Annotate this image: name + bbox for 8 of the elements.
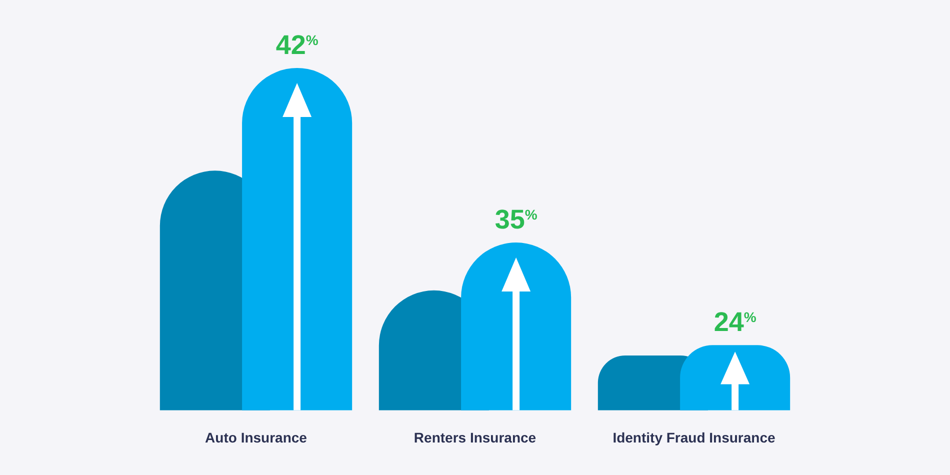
bar: [680, 345, 790, 410]
annotation: 35%: [494, 204, 538, 235]
annotation: 24%: [714, 307, 757, 338]
x-tick-label: Renters Insurance: [414, 429, 536, 446]
x-tick-label: Auto Insurance: [205, 429, 308, 446]
text: 42%: [276, 30, 319, 60]
bar: [242, 68, 352, 410]
x-tick-label: Identity Fraud Insurance: [612, 429, 776, 446]
